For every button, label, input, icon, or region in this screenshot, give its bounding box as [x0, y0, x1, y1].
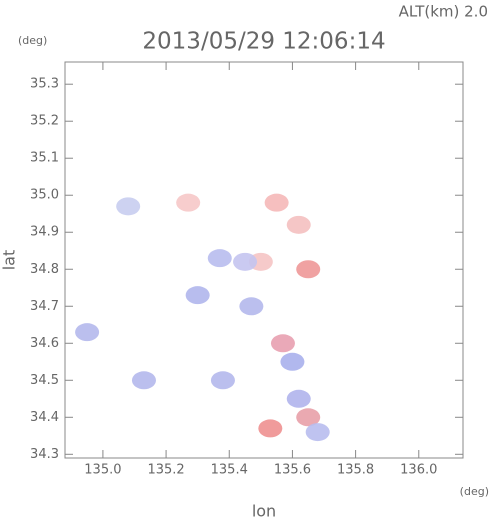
echo-region: [176, 193, 201, 212]
echo-region: [207, 249, 232, 268]
echo-region: [270, 334, 295, 353]
echo-region: [239, 297, 264, 316]
echo-region: [286, 389, 311, 408]
y-tick-label: 35.1: [30, 151, 59, 166]
y-tick-label: 34.9: [30, 225, 59, 240]
y-tick-label: 34.4: [30, 410, 59, 425]
x-tick-label: 136.0: [400, 463, 437, 478]
echo-region: [75, 323, 100, 342]
y-tick-label: 35.2: [30, 114, 59, 129]
x-unit: (deg): [460, 485, 489, 498]
echo-region: [116, 197, 141, 216]
x-tick-label: 135.8: [337, 463, 374, 478]
echo-region: [305, 423, 330, 442]
echo-region: [264, 193, 289, 212]
y-tick-label: 35.3: [30, 77, 59, 92]
echo-region: [296, 260, 321, 279]
echo-region: [258, 419, 283, 438]
altitude-label: ALT(km) 2.0: [399, 3, 488, 21]
echo-region: [280, 352, 305, 371]
y-tick-label: 34.7: [30, 299, 59, 314]
x-axis-label: lon: [252, 502, 276, 521]
y-tick-label: 34.3: [30, 447, 59, 462]
x-tick-label: 135.2: [147, 463, 184, 478]
y-unit: (deg): [18, 34, 47, 47]
y-tick-label: 34.5: [30, 373, 59, 388]
x-tick-label: 135.6: [274, 463, 311, 478]
echo-region: [233, 252, 258, 271]
echo-region: [185, 286, 210, 305]
x-tick-label: 135.4: [211, 463, 248, 478]
echo-region: [296, 408, 321, 427]
echo-region: [210, 371, 235, 390]
plot-frame: [64, 61, 464, 459]
x-tick-label: 135.0: [84, 463, 121, 478]
y-tick-label: 34.6: [30, 336, 59, 351]
chart-title: 2013/05/29 12:06:14: [142, 29, 385, 55]
y-axis-label: lat: [0, 250, 19, 271]
y-tick-label: 35.0: [30, 188, 59, 203]
y-tick-label: 34.8: [30, 262, 59, 277]
echo-region: [286, 215, 311, 234]
echo-region: [131, 371, 156, 390]
